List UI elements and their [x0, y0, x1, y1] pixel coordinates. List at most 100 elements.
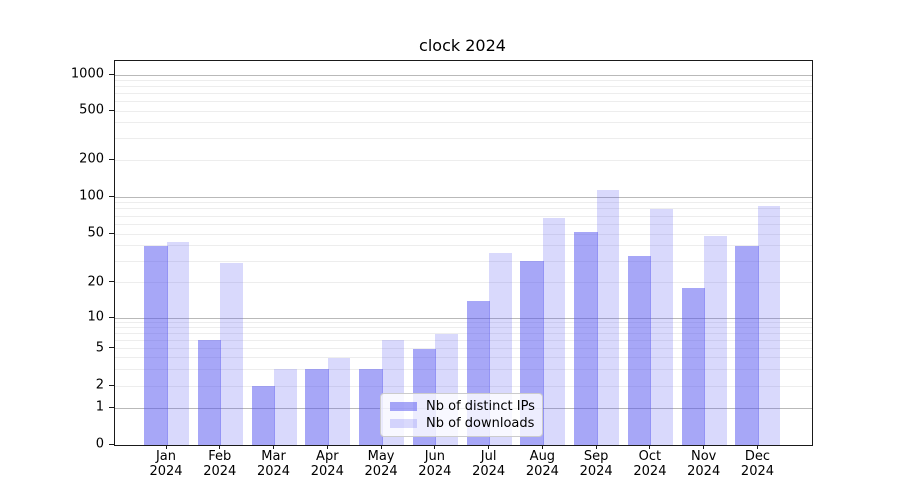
bar-downloads-nov	[704, 236, 727, 445]
y-tick-label: 0	[95, 436, 104, 452]
bar-distinct-ips-feb	[197, 340, 222, 445]
legend-swatch-distinct-ips-icon	[390, 402, 417, 411]
x-tick-mark	[649, 445, 651, 449]
x-tick-mark	[273, 445, 275, 449]
y-tick-mark	[109, 195, 114, 197]
bar-distinct-ips-nov	[681, 287, 706, 445]
minor-gridline	[115, 86, 812, 88]
y-tick-label: 1	[95, 399, 104, 415]
x-tick-label-nov: Nov 2024	[687, 449, 721, 479]
x-tick-mark	[434, 445, 436, 449]
y-tick-label: 10	[87, 309, 104, 325]
y-tick-mark	[109, 316, 114, 318]
x-tick-label-jul: Jul 2024	[472, 449, 506, 479]
legend-label-downloads: Nb of downloads	[426, 415, 535, 431]
x-tick-mark	[380, 445, 382, 449]
minor-gridline	[115, 101, 812, 103]
x-tick-label-apr: Apr 2024	[310, 449, 344, 479]
bar-distinct-ips-mar	[251, 386, 276, 445]
y-tick-mark	[109, 232, 114, 234]
x-tick-label-oct: Oct 2024	[633, 449, 667, 479]
major-gridline	[115, 196, 812, 198]
bar-downloads-apr	[327, 357, 351, 445]
minor-gridline	[115, 159, 812, 161]
minor-gridline	[115, 260, 812, 262]
minor-gridline	[115, 357, 812, 359]
bar-distinct-ips-jan	[144, 245, 168, 445]
x-tick-label-jun: Jun 2024	[418, 449, 452, 479]
y-tick-label: 500	[79, 102, 104, 118]
y-tick-label: 1000	[70, 66, 104, 82]
plot-area	[114, 60, 813, 446]
bar-downloads-aug	[542, 218, 566, 445]
x-tick-label-may: May 2024	[364, 449, 398, 479]
y-tick-mark	[109, 443, 114, 445]
x-tick-mark	[703, 445, 705, 449]
y-tick-label: 100	[79, 188, 104, 204]
y-tick-label: 5	[95, 340, 104, 355]
y-tick-mark	[109, 109, 114, 111]
y-tick-mark	[109, 347, 114, 348]
legend: Nb of distinct IPs Nb of downloads	[380, 393, 543, 437]
minor-gridline	[115, 110, 812, 112]
major-gridline	[115, 317, 812, 319]
y-tick-mark	[109, 158, 114, 160]
bar-downloads-dec	[757, 205, 781, 445]
x-tick-mark	[219, 445, 221, 449]
minor-gridline	[115, 348, 812, 349]
bar-distinct-ips-dec	[735, 245, 759, 445]
bar-distinct-ips-sep	[574, 231, 598, 445]
minor-gridline	[115, 93, 812, 95]
y-tick-label: 2	[95, 377, 104, 393]
legend-entry-downloads: Nb of downloads	[390, 415, 535, 431]
y-tick-label: 50	[87, 225, 104, 241]
x-tick-mark	[541, 445, 543, 449]
major-gridline	[115, 74, 812, 76]
legend-entry-distinct-ips: Nb of distinct IPs	[390, 398, 535, 414]
chart-title: clock 2024	[419, 36, 506, 55]
legend-swatch-downloads-icon	[390, 419, 417, 428]
bar-distinct-ips-oct	[627, 256, 652, 445]
y-tick-mark	[109, 406, 114, 408]
x-tick-mark	[488, 445, 490, 449]
minor-gridline	[115, 245, 812, 247]
y-tick-label: 20	[87, 274, 104, 289]
bar-downloads-sep	[596, 189, 620, 445]
minor-gridline	[115, 122, 812, 124]
legend-label-distinct-ips: Nb of distinct IPs	[426, 398, 535, 414]
x-tick-label-feb: Feb 2024	[203, 449, 237, 479]
bar-downloads-feb	[220, 262, 243, 445]
bar-downloads-jan	[166, 241, 189, 445]
minor-gridline	[115, 233, 812, 235]
bar-downloads-oct	[650, 208, 673, 445]
minor-gridline	[115, 333, 812, 335]
minor-gridline	[115, 282, 812, 283]
bar-downloads-mar	[274, 369, 297, 445]
x-tick-label-mar: Mar 2024	[256, 449, 291, 479]
x-tick-mark	[595, 445, 597, 449]
x-tick-mark	[165, 445, 167, 449]
x-tick-label-jan: Jan 2024	[149, 449, 183, 479]
y-tick-mark	[109, 281, 114, 282]
minor-gridline	[115, 385, 812, 387]
y-tick-mark	[109, 384, 114, 386]
minor-gridline	[115, 79, 812, 81]
bar-distinct-ips-may	[359, 369, 383, 445]
x-tick-mark	[326, 445, 328, 449]
minor-gridline	[115, 322, 812, 324]
minor-gridline	[115, 339, 812, 341]
y-tick-label: 200	[79, 151, 104, 167]
minor-gridline	[115, 215, 812, 217]
x-tick-label-sep: Sep 2024	[579, 449, 613, 479]
x-tick-mark	[756, 445, 758, 449]
minor-gridline	[115, 208, 812, 210]
x-tick-label-dec: Dec 2024	[740, 449, 775, 479]
minor-gridline	[115, 137, 812, 139]
minor-gridline	[115, 327, 812, 329]
y-tick-mark	[109, 73, 114, 75]
minor-gridline	[115, 368, 812, 370]
minor-gridline	[115, 223, 812, 225]
bar-distinct-ips-apr	[305, 369, 329, 445]
x-tick-label-aug: Aug 2024	[525, 449, 559, 479]
